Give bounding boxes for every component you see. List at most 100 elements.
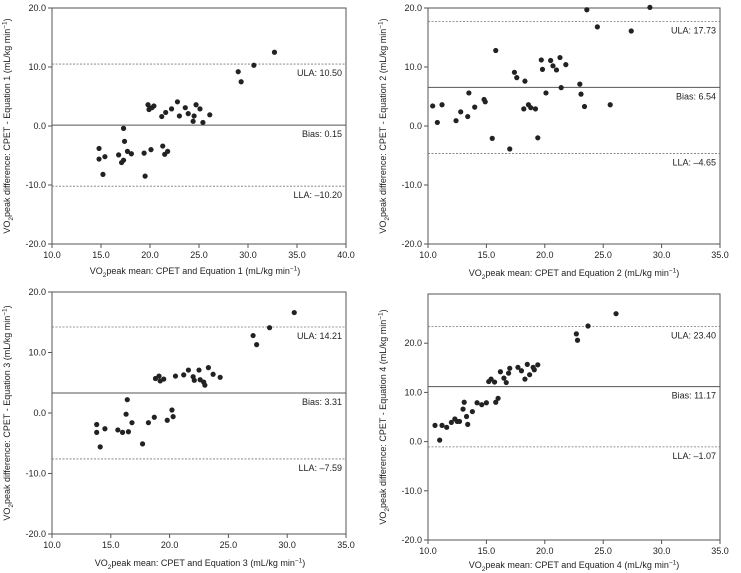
data-point: [553, 67, 560, 73]
ylabel-part: VO: [2, 221, 12, 234]
y-tick-label: -20.0: [401, 535, 422, 545]
x-tick-label: 30.0: [653, 250, 671, 260]
y-tick-label: -20.0: [25, 529, 46, 539]
data-point: [156, 373, 162, 379]
data-point: [463, 413, 470, 420]
data-point: [647, 4, 653, 11]
lla-label: LLA: –1.07: [672, 451, 716, 461]
x-tick-label: 35.0: [711, 546, 729, 556]
x-axis-label: VO2peak mean: CPET and Equation 2 (mL/kg…: [469, 268, 680, 282]
ylabel-part: VO: [2, 508, 12, 521]
data-point: [458, 109, 464, 115]
ylabel-part: ): [378, 18, 388, 21]
data-point: [182, 105, 188, 111]
x-tick-label: 15.0: [92, 250, 110, 260]
data-point: [217, 374, 223, 380]
data-point: [190, 118, 196, 124]
data-point: [120, 125, 127, 131]
chart-panel-1: 20.010.00.0-10.0-20.010.0 15.0 20.0 25.0 30.…: [2, 3, 355, 279]
data-point: [456, 418, 463, 425]
data-point: [531, 367, 537, 373]
data-point: [96, 156, 102, 162]
data-point: [102, 154, 108, 160]
data-point: [125, 429, 132, 435]
y-tick-label: 20.0: [28, 3, 46, 13]
data-point: [163, 109, 169, 116]
data-point: [493, 47, 499, 54]
x-tick-label: 20.0: [536, 546, 554, 556]
data-point: [251, 62, 257, 68]
xlabel-part: −1: [290, 266, 298, 273]
data-point: [448, 419, 454, 426]
data-point: [102, 426, 108, 432]
data-point: [235, 69, 241, 75]
data-point: [191, 113, 197, 119]
y-tick-label: 10.0: [404, 387, 422, 397]
x-tick-label: 15.0: [102, 540, 120, 550]
data-point: [535, 362, 541, 368]
data-point: [497, 369, 504, 375]
data-point: [528, 105, 534, 111]
y-tick-label: 20.0: [28, 287, 46, 297]
data-point: [557, 54, 563, 61]
data-point: [271, 49, 278, 55]
xlabel-part: VO: [469, 560, 482, 570]
y-tick-label: -10.0: [401, 486, 422, 496]
bias-label: Bias: 3.31: [302, 397, 342, 407]
data-point: [210, 371, 216, 377]
data-point: [185, 111, 191, 117]
data-point: [172, 373, 179, 379]
y-tick-label: -10.0: [25, 469, 46, 479]
data-point: [266, 325, 273, 331]
data-point: [548, 57, 554, 64]
plot-frame: [427, 7, 721, 245]
data-point: [142, 173, 148, 179]
data-point: [461, 399, 467, 405]
data-point: [205, 365, 212, 371]
data-point: [466, 90, 472, 96]
data-point: [507, 146, 513, 152]
x-tick-label: 10.0: [419, 250, 437, 260]
data-point: [563, 62, 569, 68]
y-tick-label: 0.0: [409, 121, 422, 131]
data-point: [495, 395, 501, 401]
x-tick-label: 10.0: [43, 250, 61, 260]
x-tick-label: 30.0: [239, 250, 257, 260]
data-point: [145, 102, 151, 108]
data-point: [115, 427, 121, 433]
ylabel-part: VO: [378, 512, 388, 525]
ylabel-part: 2: [384, 217, 391, 221]
y-tick-label: 20.0: [404, 3, 422, 13]
ula-label: ULA: 14.21: [297, 331, 342, 341]
ylabel-part: −1: [378, 312, 385, 320]
data-point: [550, 63, 556, 69]
lla-label: LLA: –4.65: [672, 157, 716, 167]
data-point: [584, 7, 590, 13]
data-point: [159, 113, 165, 120]
chart-panel-2: 20.010.00.0-10.0-20.010.0 15.0 20.0 25.0 30.…: [378, 3, 729, 281]
y-tick-label: 0.0: [33, 121, 46, 131]
data-point: [503, 379, 509, 386]
data-point: [170, 414, 176, 420]
xlabel-part: ): [302, 558, 305, 568]
ula-label: ULA: 10.50: [297, 68, 342, 78]
data-point: [151, 414, 157, 420]
xlabel-part: 2: [482, 566, 486, 573]
xlabel-part: VO: [95, 558, 108, 568]
data-point: [202, 382, 208, 388]
data-point: [607, 102, 613, 108]
y-tick-label: -20.0: [401, 239, 422, 249]
data-point: [193, 102, 199, 108]
y-tick-label: 10.0: [28, 348, 46, 358]
y-axis-label: VO2peak difference: CPET - Equation 4 (m…: [378, 309, 392, 524]
ylabel-part: −1: [2, 308, 9, 316]
data-point: [613, 311, 619, 317]
data-point: [522, 376, 528, 382]
data-point: [479, 402, 485, 408]
data-point: [191, 377, 197, 383]
data-point: [465, 421, 471, 427]
data-point: [434, 119, 440, 126]
data-point: [168, 106, 175, 112]
data-point: [250, 332, 256, 339]
ylabel-part: ): [2, 18, 12, 21]
